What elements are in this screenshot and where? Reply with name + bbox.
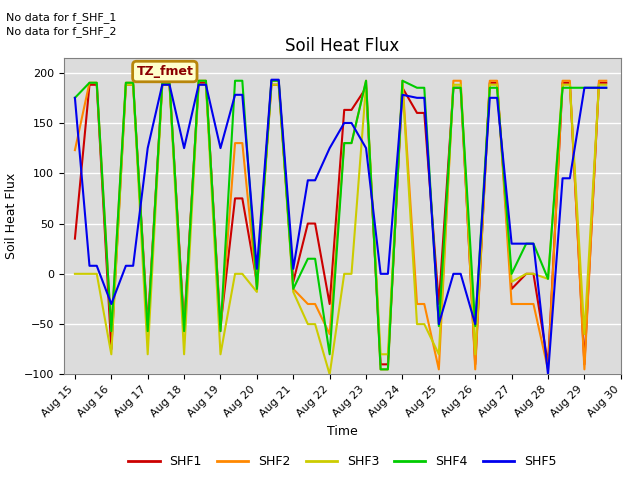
Title: Soil Heat Flux: Soil Heat Flux <box>285 36 399 55</box>
Legend: SHF1, SHF2, SHF3, SHF4, SHF5: SHF1, SHF2, SHF3, SHF4, SHF5 <box>124 450 561 473</box>
Text: TZ_fmet: TZ_fmet <box>136 65 193 78</box>
Text: No data for f_SHF_1: No data for f_SHF_1 <box>6 12 116 23</box>
Text: No data for f_SHF_2: No data for f_SHF_2 <box>6 26 117 37</box>
Y-axis label: Soil Heat Flux: Soil Heat Flux <box>5 173 19 259</box>
X-axis label: Time: Time <box>327 425 358 438</box>
